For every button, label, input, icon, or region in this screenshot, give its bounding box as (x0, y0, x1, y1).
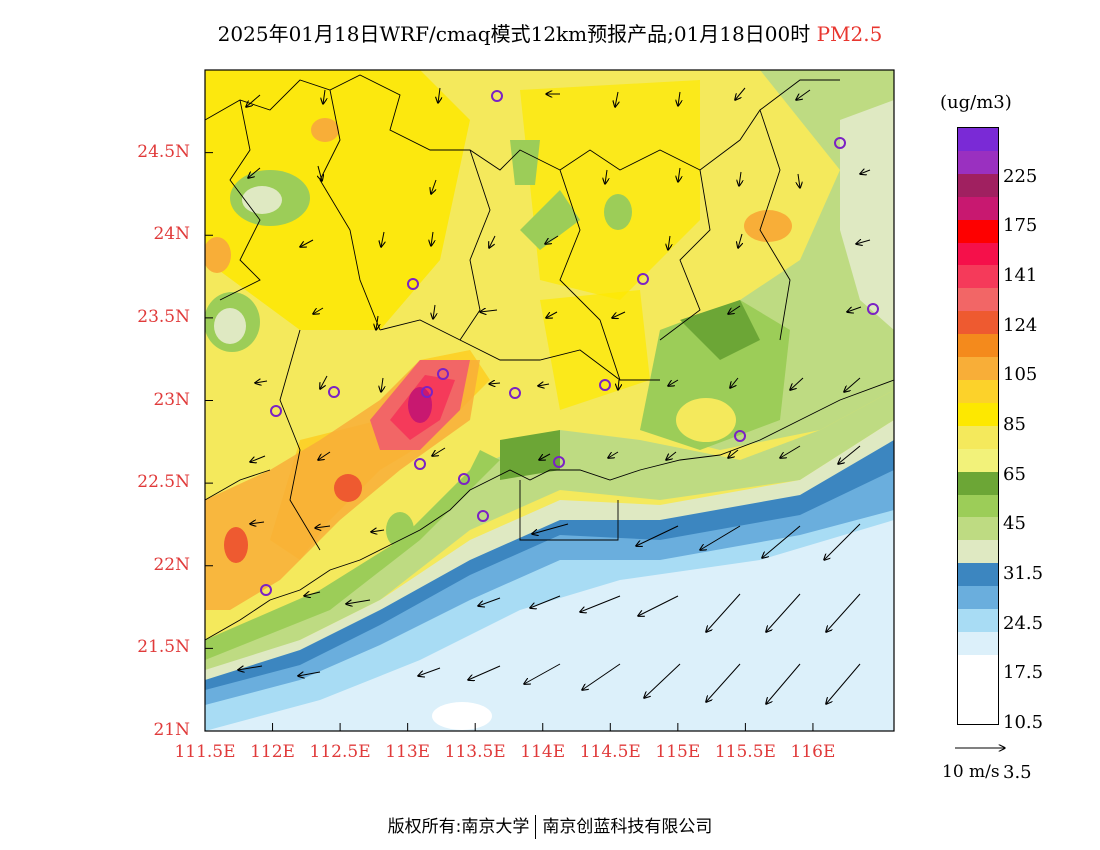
lat-label: 21N (153, 720, 190, 740)
colorbar-label: 105 (1003, 364, 1038, 386)
colorbar-swatch (958, 379, 998, 403)
footer-separator (535, 815, 537, 839)
colorbar-label: 10.5 (1003, 712, 1044, 733)
colorbar-label: 175 (1003, 215, 1038, 237)
concentration-field (205, 70, 894, 731)
footer-copyright: 版权所有:南京大学 南京创蓝科技有限公司 (0, 812, 1100, 839)
lon-label: 112.5E (309, 742, 371, 762)
colorbar-swatch (958, 196, 998, 220)
colorbar-swatch (958, 609, 998, 632)
lat-label: 22N (153, 554, 190, 575)
colorbar-swatch (958, 540, 998, 564)
colorbar-swatch (958, 425, 998, 449)
lon-label: 113E (385, 742, 431, 762)
colorbar-label: 65 (1003, 463, 1026, 485)
colorbar-swatch (958, 334, 998, 358)
lon-label: 112E (250, 742, 295, 762)
colorbar-swatch (958, 265, 998, 289)
lon-label: 111.5E (174, 742, 236, 762)
colorbar-swatch (958, 471, 998, 495)
colorbar-label: 17.5 (1003, 662, 1044, 684)
colorbar-swatch (958, 288, 998, 312)
colorbar-label: 31.5 (1003, 563, 1044, 584)
colorbar-label: 3.5 (1003, 761, 1032, 783)
title-variable: PM2.5 (816, 22, 883, 46)
colorbar-swatch (958, 563, 998, 587)
wind-scale-label: 10 m/s (942, 762, 1000, 782)
lon-label: 114E (520, 742, 566, 762)
colorbar-label: 124 (1003, 314, 1038, 336)
lat-label: 24.5N (137, 141, 190, 162)
colorbar-swatch (958, 402, 998, 426)
colorbar-swatch (958, 494, 998, 518)
lat-label: 24N (153, 224, 190, 245)
footer-right: 南京创蓝科技有限公司 (542, 817, 713, 837)
colorbar-swatch (958, 311, 998, 335)
colorbar-swatch (958, 586, 998, 610)
chart-title: 2025年01月18日WRF/cmaq模式12km预报产品;01月18日00时 … (0, 18, 1100, 47)
colorbar-swatch (958, 150, 998, 174)
colorbar-swatch (958, 173, 998, 197)
footer-left: 版权所有:南京大学 (387, 817, 530, 837)
colorbar-label: 141 (1003, 265, 1038, 286)
colorbar-swatch (958, 219, 998, 243)
lon-label: 115E (655, 742, 701, 762)
lon-label: 113.5E (444, 742, 506, 762)
lat-label: 22.5N (137, 472, 190, 493)
title-main: 2025年01月18日WRF/cmaq模式12km预报产品;01月18日00时 (217, 22, 811, 46)
colorbar-swatch (958, 654, 998, 678)
lat-label: 23.5N (137, 306, 190, 327)
colorbar-swatch (958, 517, 998, 541)
colorbar (957, 127, 999, 725)
colorbar-swatch (958, 448, 998, 472)
colorbar-swatch (958, 631, 998, 655)
lat-label: 21.5N (137, 637, 190, 658)
colorbar-units: (ug/m3) (940, 92, 1012, 113)
colorbar-label: 45 (1003, 513, 1026, 535)
lon-label: 116E (790, 742, 836, 762)
colorbar-label: 24.5 (1003, 612, 1044, 634)
colorbar-label: 225 (1003, 165, 1038, 187)
lat-label: 23N (153, 389, 190, 410)
colorbar-label: 85 (1003, 414, 1026, 435)
colorbar-swatch (958, 357, 998, 380)
lon-label: 115.5E (714, 742, 776, 762)
colorbar-swatch (958, 242, 998, 266)
lon-label: 114.5E (579, 742, 641, 762)
colorbar-swatch (958, 128, 998, 151)
